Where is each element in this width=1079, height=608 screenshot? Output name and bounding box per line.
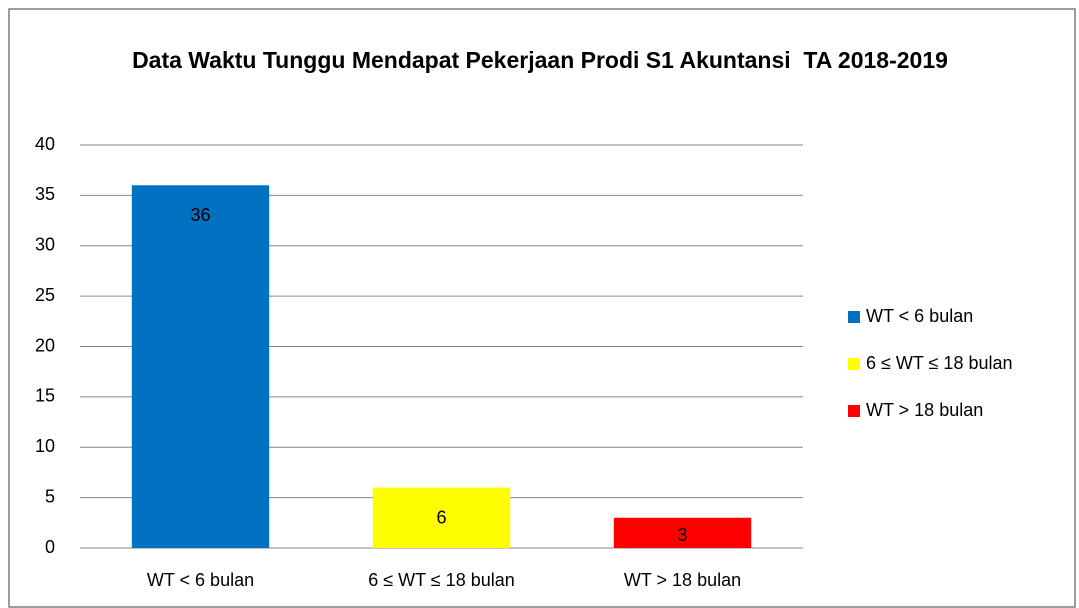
legend-swatch xyxy=(848,311,860,323)
y-tick-label: 20 xyxy=(35,335,55,355)
y-tick-label: 5 xyxy=(45,486,55,506)
y-tick-label: 40 xyxy=(35,134,55,154)
y-tick-label: 0 xyxy=(45,537,55,557)
x-tick-label: 6 ≤ WT ≤ 18 bulan xyxy=(368,570,515,590)
legend-label: 6 ≤ WT ≤ 18 bulan xyxy=(866,353,1013,373)
bar xyxy=(131,185,270,549)
y-tick-label: 25 xyxy=(35,285,55,305)
legend-swatch xyxy=(848,358,860,370)
bar xyxy=(372,487,511,548)
data-label: 3 xyxy=(677,525,687,545)
y-tick-label: 35 xyxy=(35,184,55,204)
data-label: 6 xyxy=(436,507,446,527)
y-tick-label: 15 xyxy=(35,386,55,406)
x-tick-label: WT > 18 bulan xyxy=(624,570,741,590)
legend-label: WT > 18 bulan xyxy=(866,400,983,420)
bar xyxy=(613,517,752,548)
x-tick-label: WT < 6 bulan xyxy=(147,570,254,590)
y-tick-label: 10 xyxy=(35,436,55,456)
data-label: 36 xyxy=(190,205,210,225)
legend-swatch xyxy=(848,405,860,417)
y-tick-label: 30 xyxy=(35,235,55,255)
chart-title: Data Waktu Tunggu Mendapat Pekerjaan Pro… xyxy=(132,47,948,73)
legend-label: WT < 6 bulan xyxy=(866,306,973,326)
